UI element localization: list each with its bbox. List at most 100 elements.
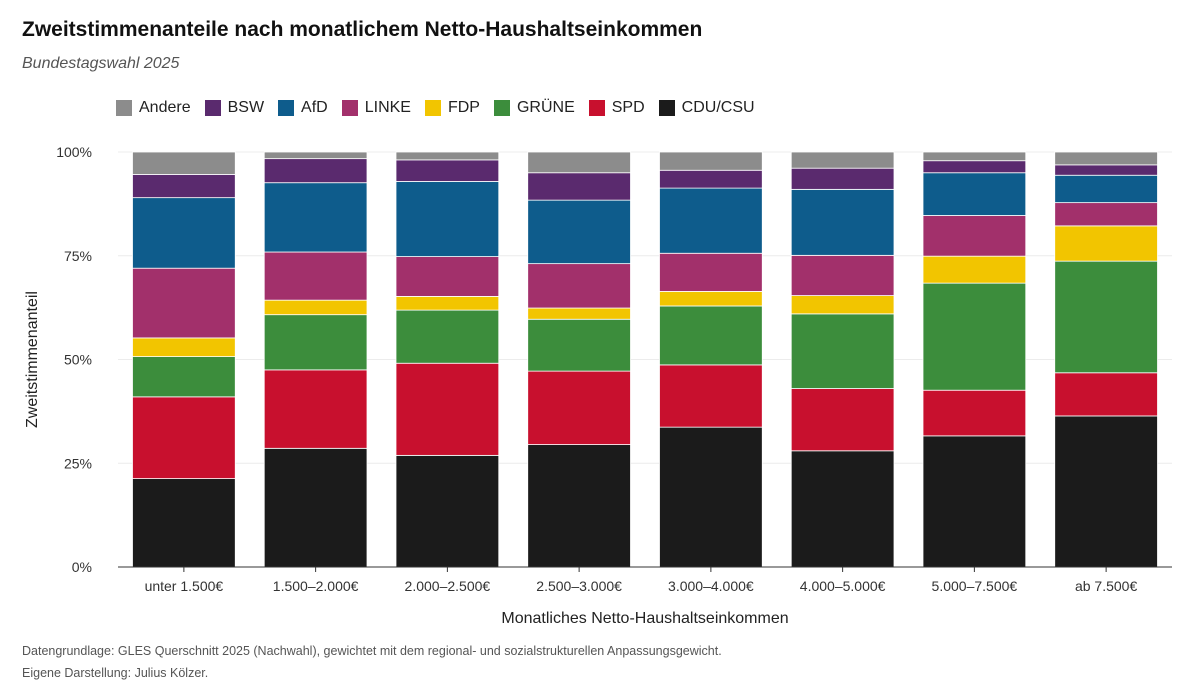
legend-swatch xyxy=(588,100,605,116)
legend-label: SPD xyxy=(611,99,645,116)
bar-segment-fdp xyxy=(922,255,1027,284)
bar-segment-spd xyxy=(132,396,236,480)
bar-segment-fdp xyxy=(132,337,236,357)
bar-segment-spd xyxy=(1054,372,1158,417)
bar-segment-fdp xyxy=(1054,225,1158,262)
stacked-bar-chart: 0% 25% 50% 75% 100% unter 1.500€ 1.500–2.000€ 2… xyxy=(24,144,1172,627)
bar-segment-bsw xyxy=(527,172,631,201)
bar-segment-afd xyxy=(395,181,500,257)
legend-item-cdu-csu: CDU/CSU xyxy=(658,99,755,117)
bar-segment-andere xyxy=(922,151,1027,162)
y-tick-label: 100% xyxy=(56,144,92,160)
legend-item-fdp: FDP xyxy=(424,99,480,117)
bar-segment-andere xyxy=(527,151,631,174)
bar-segment-fdp xyxy=(790,295,895,315)
legend-item-bsw: BSW xyxy=(204,99,265,117)
bar-segment-andere xyxy=(790,151,895,169)
bar-segment-spd xyxy=(395,362,500,456)
bar-segment-afd xyxy=(263,182,368,253)
legend-item-gruene: GRÜNE xyxy=(493,99,575,117)
bar-segment-gruene xyxy=(922,282,1027,391)
bar-segment-cdu-csu xyxy=(659,426,763,568)
bar-segment-afd xyxy=(922,172,1027,216)
legend-label: AfD xyxy=(301,99,328,116)
y-tick-label: 50% xyxy=(64,352,92,368)
legend-label: LINKE xyxy=(364,99,411,116)
bar-segment-andere xyxy=(263,151,368,160)
x-tick-label: 4.000–5.000€ xyxy=(800,578,886,594)
bar-segment-linke xyxy=(395,256,500,297)
legend-swatch xyxy=(493,100,510,116)
x-tick-label: 2.500–3.000€ xyxy=(536,578,622,594)
legend-label: BSW xyxy=(227,99,265,116)
chart-subtitle: Bundestagswahl 2025 xyxy=(22,55,180,72)
bar-segment-andere xyxy=(659,151,763,171)
legend-swatch xyxy=(424,100,441,116)
legend-item-afd: AfD xyxy=(278,99,328,117)
bar-segment-gruene xyxy=(527,318,631,372)
bar-segment-cdu-csu xyxy=(263,447,368,568)
bar-segment-linke xyxy=(790,254,895,296)
bar-segment-gruene xyxy=(395,309,500,364)
bar-segment-spd xyxy=(659,364,763,428)
x-tick-label: 2.000–2.500€ xyxy=(405,578,491,594)
x-tick-label: 5.000–7.500€ xyxy=(932,578,1018,594)
bar-segment-spd xyxy=(263,369,368,449)
bar-segment-gruene xyxy=(263,314,368,371)
x-axis-label: Monatliches Netto-Haushaltseinkommen xyxy=(501,610,788,627)
y-tick-label: 25% xyxy=(64,455,92,471)
bar-segment-bsw xyxy=(263,158,368,184)
bar-segment-afd xyxy=(659,187,763,254)
bar-segment-bsw xyxy=(790,167,895,190)
bar-segment-linke xyxy=(1054,202,1158,227)
bar-segment-linke xyxy=(527,263,631,309)
x-tick-label: 1.500–2.000€ xyxy=(273,578,359,594)
bar-segment-fdp xyxy=(659,291,763,307)
legend-swatch xyxy=(278,100,295,116)
bar-segment-gruene xyxy=(790,313,895,389)
bar-segment-gruene xyxy=(659,305,763,366)
y-tick-label: 75% xyxy=(64,248,92,264)
legend-label: Andere xyxy=(139,99,191,116)
legend-label: FDP xyxy=(447,99,480,116)
bar-segment-bsw xyxy=(395,159,500,182)
legend-item-linke: LINKE xyxy=(341,99,411,117)
bar-segment-linke xyxy=(132,267,236,339)
author-caption: Eigene Darstellung: Julius Kölzer. xyxy=(22,666,209,680)
x-tick-label: ab 7.500€ xyxy=(1075,578,1137,594)
legend-swatch xyxy=(658,100,675,116)
bar-segment-afd xyxy=(1054,174,1158,204)
bar-segment-gruene xyxy=(1054,260,1158,374)
bar-segment-cdu-csu xyxy=(132,478,236,568)
bar-segment-linke xyxy=(659,252,763,292)
bar-segment-spd xyxy=(790,388,895,452)
bar-segment-bsw xyxy=(922,160,1027,174)
y-axis-label: Zweitstimmenanteil xyxy=(24,291,41,428)
bar-segment-cdu-csu xyxy=(527,444,631,568)
bar-segment-linke xyxy=(922,215,1027,257)
bar-segment-bsw xyxy=(132,174,236,199)
bar-segment-gruene xyxy=(132,356,236,398)
x-tick-label: unter 1.500€ xyxy=(145,578,224,594)
bar-segment-bsw xyxy=(659,169,763,189)
bar-segment-fdp xyxy=(527,307,631,320)
x-tick-label: 3.000–4.000€ xyxy=(668,578,754,594)
y-tick-label: 0% xyxy=(72,559,92,575)
chart-title: Zweitstimmenanteile nach monatlichem Net… xyxy=(22,18,703,41)
bar-segment-bsw xyxy=(1054,164,1158,176)
bar-segment-andere xyxy=(132,151,236,175)
bar-segment-spd xyxy=(527,370,631,445)
bar-segment-cdu-csu xyxy=(790,450,895,568)
bar-segment-andere xyxy=(395,151,500,161)
bar-segment-afd xyxy=(790,188,895,256)
legend-swatch xyxy=(204,100,221,116)
legend-item-spd: SPD xyxy=(588,99,645,117)
legend-label: GRÜNE xyxy=(516,99,575,116)
legend: Andere BSW AfD LINKE FDP GRÜNE SPD CDU/CSU xyxy=(116,99,769,117)
bar-segment-afd xyxy=(132,197,236,269)
bar-segment-cdu-csu xyxy=(395,454,500,568)
legend-swatch xyxy=(341,100,358,116)
bar-segment-fdp xyxy=(263,299,368,316)
bar-segment-fdp xyxy=(395,296,500,311)
bar-segment-afd xyxy=(527,199,631,265)
